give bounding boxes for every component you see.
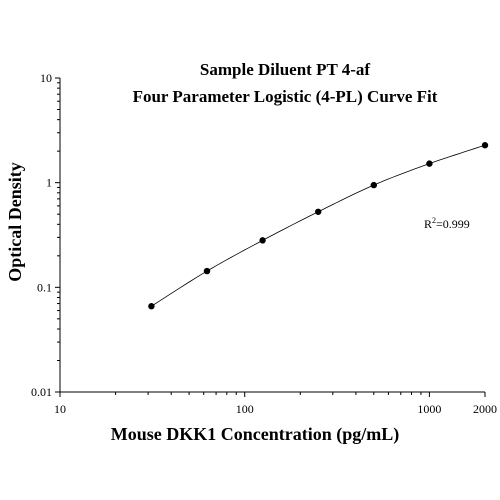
r-value: =0.999 [436, 217, 470, 231]
data-point [426, 160, 433, 167]
ticks-layer: 10 100 1000 2000 0.01 0.1 1 10 [31, 71, 497, 416]
chart-title: Sample Diluent PT 4-af [200, 60, 371, 79]
y-tick-label: 0.1 [37, 280, 52, 294]
data-point [259, 237, 266, 244]
data-point [148, 303, 155, 310]
y-tick-label: 0.01 [31, 385, 52, 399]
data-point [481, 142, 489, 149]
x-tick-label: 1000 [417, 402, 441, 416]
x-tick-label: 2000 [473, 402, 497, 416]
fit-curve [151, 144, 486, 307]
y-tick-label: 10 [40, 71, 52, 85]
data-point [314, 208, 322, 215]
x-tick-label: 10 [54, 402, 66, 416]
curve-layer [151, 144, 486, 307]
chart-subtitle: Four Parameter Logistic (4-PL) Curve Fit [133, 87, 438, 106]
r-label: R [424, 217, 432, 231]
r-squared-annotation: R2=0.999 [424, 216, 470, 231]
y-tick-label: 1 [46, 176, 52, 190]
r-exponent: 2 [432, 216, 436, 225]
y-axis-title: Optical Density [5, 162, 25, 282]
data-point [203, 267, 211, 275]
data-point [370, 181, 377, 189]
x-axis-title: Mouse DKK1 Concentration (pg/mL) [111, 424, 399, 445]
points-layer [148, 142, 489, 310]
x-tick-label: 100 [236, 402, 254, 416]
